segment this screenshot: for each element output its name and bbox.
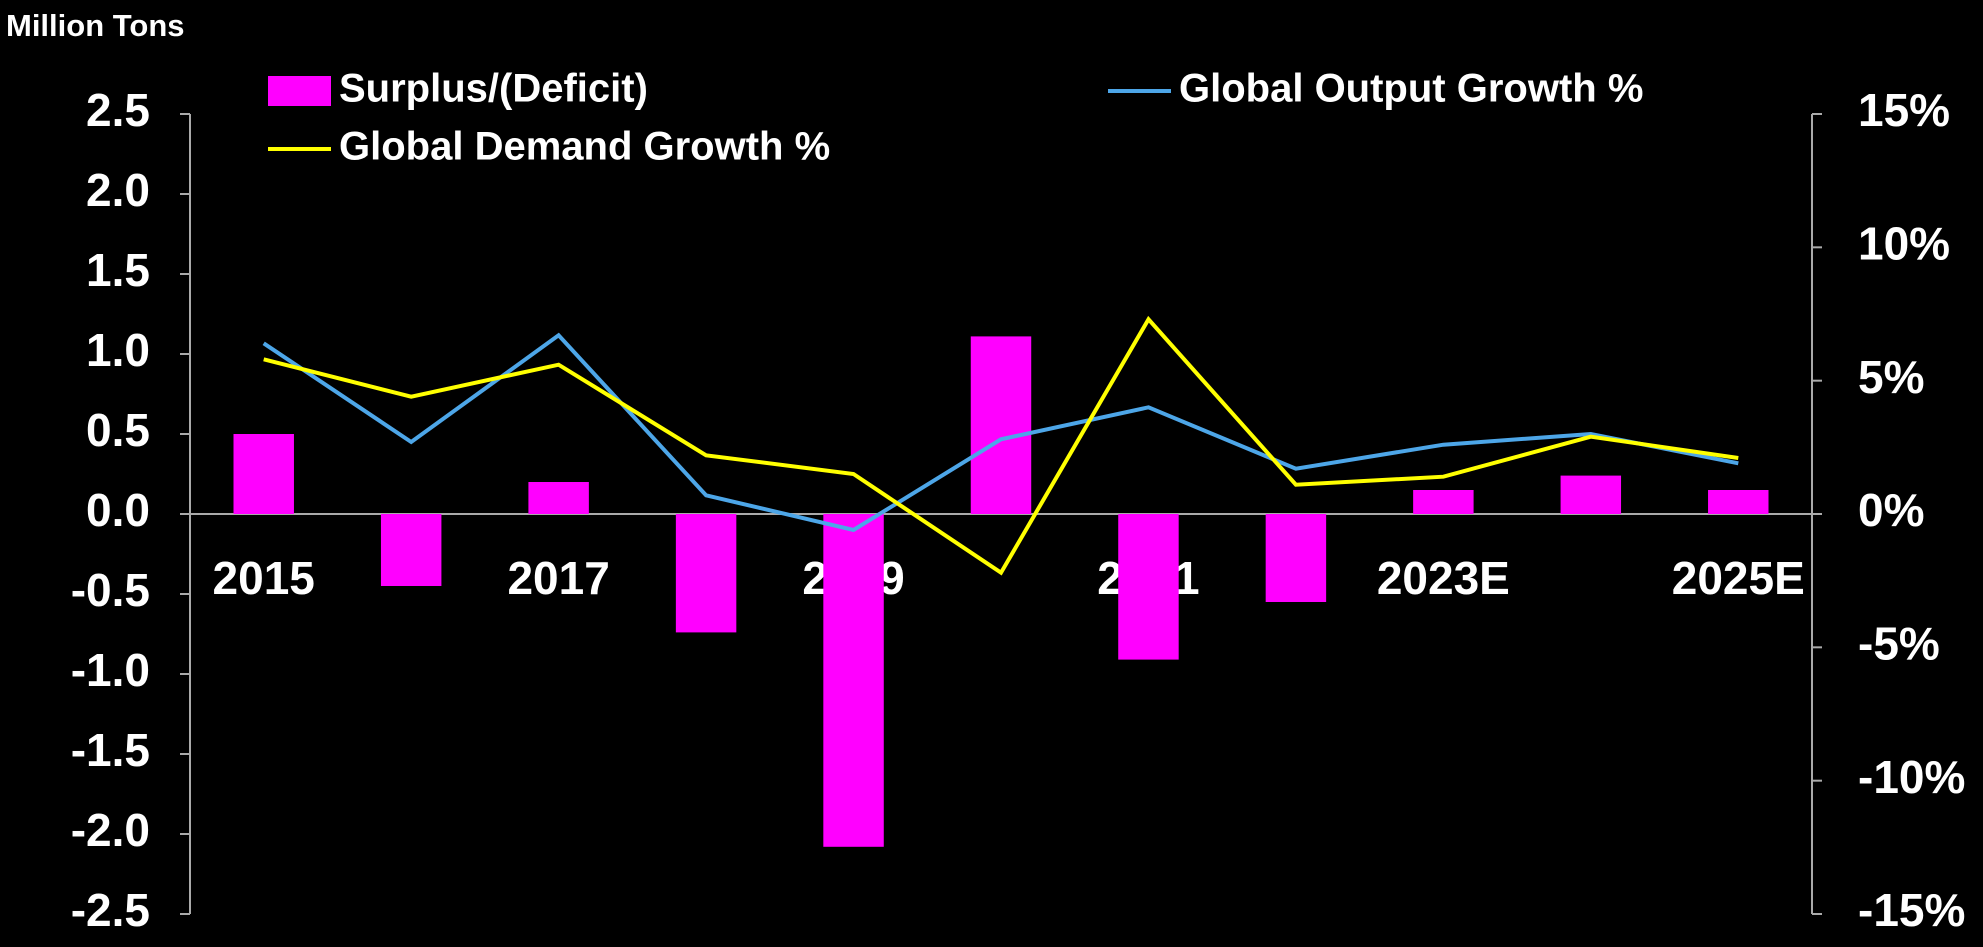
bar <box>380 514 442 586</box>
bar <box>233 434 294 514</box>
y2-tick-label: 5% <box>1858 351 1924 403</box>
bar <box>823 514 884 847</box>
y2-tick-label: 0% <box>1858 484 1924 536</box>
y2-tick-label: 15% <box>1858 84 1950 136</box>
y-axis-label: Million Tons <box>6 8 185 43</box>
x-tick-label: 2023E <box>1377 552 1510 604</box>
y2-tick-label: 10% <box>1858 217 1950 269</box>
y-tick-label: 1.5 <box>86 244 150 296</box>
bar <box>1265 514 1327 602</box>
bar <box>1118 514 1179 660</box>
line <box>262 332 1739 533</box>
y-tick-label: -1.5 <box>71 724 150 776</box>
y-tick-label: -2.5 <box>71 884 150 936</box>
bar <box>1560 475 1622 514</box>
y2-tick-label: -10% <box>1858 751 1965 803</box>
legend-swatch <box>268 76 331 106</box>
y2-tick-label: -15% <box>1858 884 1965 936</box>
legend-label: Global Demand Growth % <box>339 125 830 169</box>
y-tick-label: -2.0 <box>71 804 150 856</box>
x-tick-label: 2025E <box>1672 552 1805 604</box>
bar <box>675 514 737 633</box>
y-tick-label: -0.5 <box>71 564 150 616</box>
bar <box>528 482 589 514</box>
y-tick-label: -1.0 <box>71 644 150 696</box>
y-tick-label: 2.5 <box>86 84 150 136</box>
line <box>263 315 1739 576</box>
y-tick-label: 0.0 <box>86 484 150 536</box>
bar <box>1413 490 1474 514</box>
legend-label: Global Output Growth % <box>1179 67 1643 111</box>
x-tick-label: 2017 <box>507 552 609 604</box>
y-tick-label: 2.0 <box>86 164 150 216</box>
y-tick-label: 1.0 <box>86 324 150 376</box>
y-tick-label: 0.5 <box>86 404 150 456</box>
bar <box>1708 490 1769 514</box>
legend-label: Surplus/(Deficit) <box>339 67 648 111</box>
y2-tick-label: -5% <box>1858 617 1940 669</box>
x-tick-label: 2015 <box>213 552 315 604</box>
bar <box>970 336 1032 514</box>
